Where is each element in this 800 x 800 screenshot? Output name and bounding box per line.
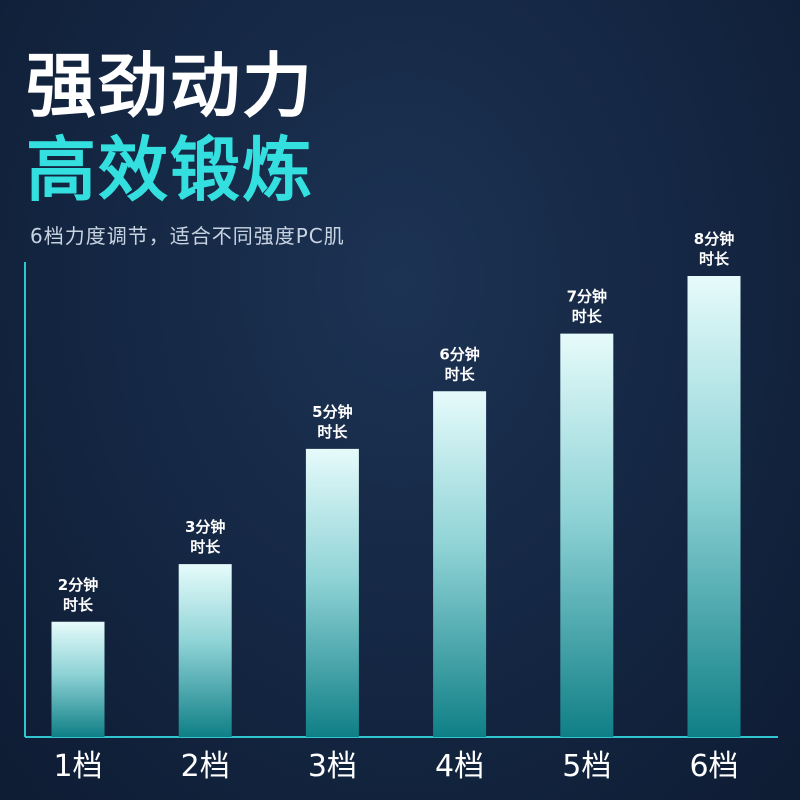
bar-level-5 [560, 333, 614, 737]
x-tick-label: 2档 [181, 749, 230, 784]
bar-level-6 [687, 276, 741, 737]
data-label-duration: 5分钟 [312, 403, 352, 421]
subtitle: 6档力度调节，适合不同强度PC肌 [30, 224, 345, 248]
x-tick-label: 5档 [562, 749, 611, 784]
data-label-duration: 2分钟 [58, 576, 98, 594]
data-label-caption: 时长 [445, 365, 476, 383]
data-label-duration: 3分钟 [185, 518, 225, 536]
data-label-duration: 8分钟 [694, 230, 734, 248]
bar-level-1 [51, 621, 105, 737]
data-label-caption: 时长 [190, 538, 221, 556]
data-label-caption: 时长 [572, 308, 603, 326]
x-tick-label: 4档 [435, 749, 484, 784]
headline-exercise: 高效锻炼 [26, 129, 314, 211]
data-label-caption: 时长 [699, 250, 730, 268]
bar-level-3 [305, 448, 359, 737]
data-label-caption: 时长 [317, 423, 348, 441]
x-tick-label: 6档 [689, 749, 738, 784]
data-label-duration: 7分钟 [567, 288, 607, 306]
x-tick-label: 3档 [308, 749, 357, 784]
x-tick-label: 1档 [53, 749, 102, 784]
headline-power: 强劲动力 [26, 45, 314, 127]
bar-level-4 [433, 391, 487, 737]
bar-level-2 [178, 564, 232, 737]
data-label-caption: 时长 [63, 596, 94, 614]
data-label-duration: 6分钟 [439, 345, 479, 363]
